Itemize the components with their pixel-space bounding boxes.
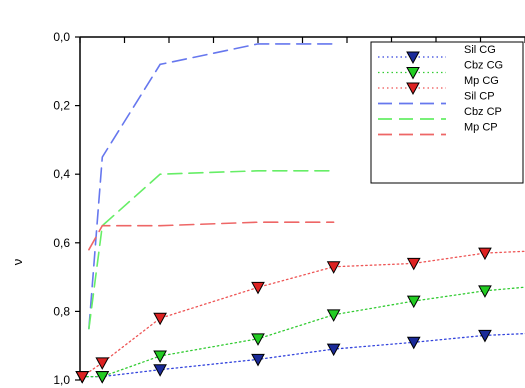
legend-marker	[406, 51, 420, 65]
legend-label: Cbz CP	[464, 106, 502, 118]
data-point	[251, 281, 265, 295]
y-tick-label: 1,0	[53, 373, 70, 387]
data-point	[326, 261, 341, 274]
series-line	[81, 250, 525, 378]
legend-entry: Cbz CG	[378, 60, 503, 80]
legend-entry: Mp CP	[378, 122, 498, 136]
series-cbz-cp	[88, 170, 335, 330]
data-point	[406, 295, 421, 309]
legend-entry: Cbz CP	[378, 106, 502, 120]
data-point	[153, 312, 167, 326]
y-tick-label: 0,6	[53, 236, 70, 250]
data-point	[153, 364, 167, 377]
series-line	[81, 286, 525, 378]
legend-marker	[406, 82, 420, 96]
series-mp-cp	[88, 221, 335, 251]
legend-label: Mp CG	[464, 75, 499, 87]
legend-marker	[406, 67, 420, 80]
data-point	[326, 343, 341, 357]
y-tick-label: 0,8	[53, 304, 70, 318]
data-point	[75, 371, 90, 384]
series-line	[81, 332, 525, 378]
series-cbz-cg	[75, 285, 525, 384]
y-tick-label: 0,2	[53, 99, 70, 113]
legend-label: Mp CP	[464, 122, 498, 134]
series-sil-cp	[88, 43, 335, 330]
y-ticks: 0,0 0,2 0,4 0,6 0,8 1,0	[53, 30, 80, 387]
data-point	[478, 285, 492, 298]
series-sil-cg	[75, 329, 525, 384]
series-line	[88, 221, 335, 251]
legend-entry: Sil CP	[378, 91, 495, 105]
data-point	[406, 257, 421, 271]
series-line	[88, 43, 335, 330]
series-layer	[75, 43, 525, 384]
y-tick-label: 0,4	[53, 167, 70, 181]
series-line	[88, 170, 335, 330]
legend-label: Sil CG	[464, 44, 496, 56]
x-ticks	[79, 37, 525, 43]
legend-label: Sil CP	[464, 91, 495, 103]
data-point	[326, 309, 341, 322]
data-point	[406, 336, 421, 350]
data-point	[153, 350, 167, 364]
data-point	[478, 247, 492, 261]
legend: Sil CG Cbz CG Mp CG Sil CP Cbz CP Mp CP	[370, 41, 524, 184]
legend-label: Cbz CG	[464, 60, 503, 72]
data-point	[478, 329, 492, 343]
data-point	[251, 353, 265, 367]
series-mp-cg	[75, 247, 525, 384]
data-point	[95, 357, 110, 370]
legend-entry: Sil CG	[378, 44, 496, 65]
data-point	[251, 333, 265, 346]
data-point	[95, 371, 110, 384]
legend-box	[370, 41, 524, 184]
y-tick-label: 0,0	[53, 30, 70, 44]
legend-entry: Mp CG	[378, 75, 499, 96]
y-axis-title: ν	[10, 259, 25, 266]
